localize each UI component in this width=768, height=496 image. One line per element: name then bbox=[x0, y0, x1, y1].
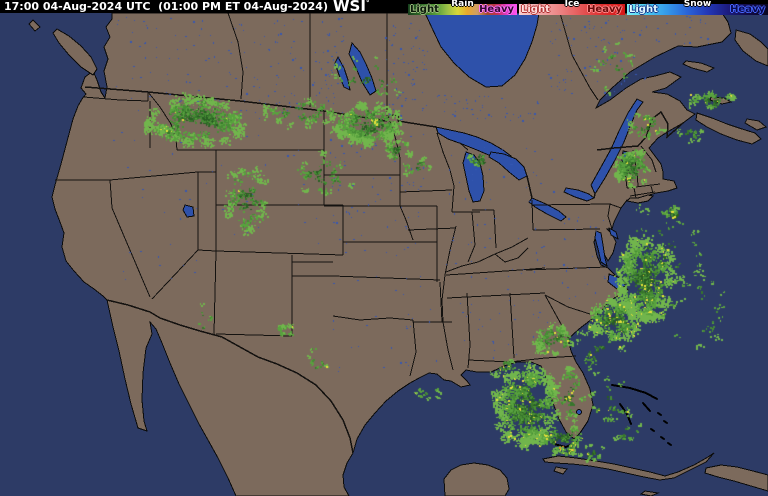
timestamp-text: 17:00 04-Aug-2024 UTC (01:00 PM ET 04-Au… bbox=[4, 0, 328, 13]
wsi-logo-degree: ° bbox=[365, 0, 370, 7]
title-bar: 17:00 04-Aug-2024 UTC (01:00 PM ET 04-Au… bbox=[0, 0, 768, 15]
radar-echo-layer bbox=[0, 13, 768, 496]
wsi-logo: WSI° bbox=[333, 0, 370, 15]
